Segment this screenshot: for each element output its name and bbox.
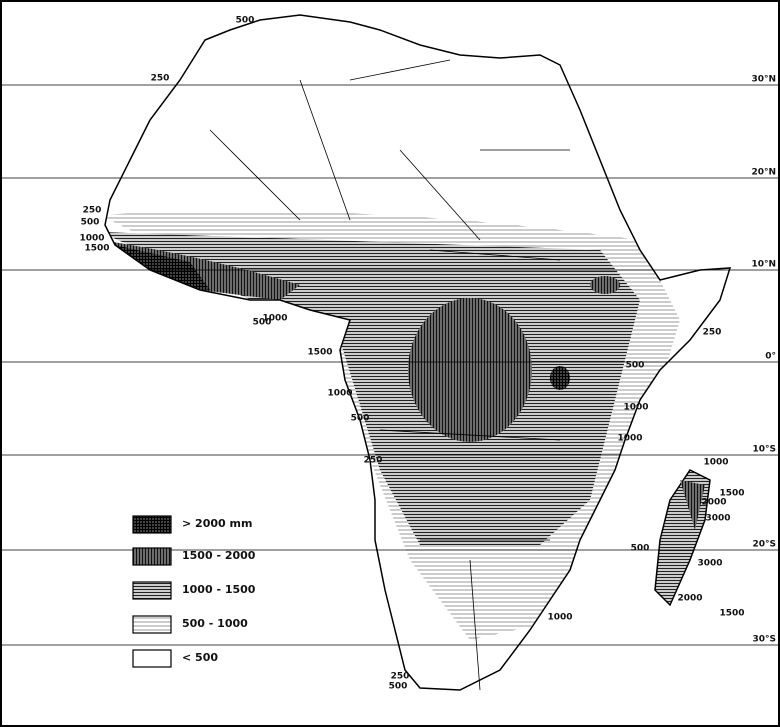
- contour-label: 1000: [617, 434, 642, 444]
- legend-label: > 2000 mm: [182, 517, 252, 530]
- contour-label: 500: [626, 361, 645, 371]
- legend-label: 1000 - 1500: [182, 583, 256, 596]
- contour-label: 1000: [623, 403, 648, 413]
- contour-label: 2000: [701, 498, 726, 508]
- legend-swatch: [132, 615, 172, 634]
- contour-label: 500: [631, 544, 650, 554]
- legend-label: < 500: [182, 651, 218, 664]
- contour-label: 1500: [719, 609, 744, 619]
- legend: > 2000 mm 1500 - 2000 1000 - 1500 500 - 100…: [132, 515, 256, 668]
- latitude-label: 30°S: [752, 635, 776, 645]
- contour-label: 1000: [79, 234, 104, 244]
- latitude-label: 20°S: [752, 540, 776, 550]
- contour-label: 1000: [703, 458, 728, 468]
- contour-label: 500: [236, 16, 255, 26]
- legend-swatch: [132, 649, 172, 668]
- legend-swatch: [132, 581, 172, 600]
- contour-label: 250: [83, 206, 102, 216]
- contour-label: 250: [703, 328, 722, 338]
- contour-label: 1500: [719, 489, 744, 499]
- latitude-lines: 30°N 20°N 10°N 0° 10°S 20°S 30°S: [0, 75, 780, 646]
- contour-label: 250: [151, 74, 170, 84]
- latitude-label: 20°N: [751, 168, 776, 178]
- latitude-label: 10°S: [752, 445, 776, 455]
- legend-swatch: [132, 515, 172, 534]
- contour-label: 500: [351, 414, 370, 424]
- contour-label: 1000: [327, 389, 352, 399]
- contour-labels: 5002502505001000150050010001500100050025…: [79, 16, 744, 692]
- contour-label: 3000: [705, 514, 730, 524]
- legend-label: 1500 - 2000: [182, 549, 256, 562]
- contour-label: 1500: [84, 244, 109, 254]
- borders: [209, 59, 570, 691]
- contour-label: 500: [253, 318, 272, 328]
- contour-label: 500: [81, 218, 100, 228]
- legend-swatch: [132, 547, 172, 566]
- contour-label: 500: [389, 682, 408, 692]
- contour-label: 1500: [307, 348, 332, 358]
- contour-label: 2000: [677, 594, 702, 604]
- contour-label: 250: [364, 456, 383, 466]
- legend-label: 500 - 1000: [182, 617, 248, 630]
- rainfall-zones: [105, 210, 680, 640]
- contour-label: 1000: [262, 314, 287, 324]
- contour-label: 1000: [547, 613, 572, 623]
- madagascar-wet: [680, 480, 705, 530]
- latitude-label: 0°: [765, 352, 776, 362]
- contour-label: 3000: [697, 559, 722, 569]
- latitude-label: 30°N: [751, 75, 776, 85]
- latitude-label: 10°N: [751, 260, 776, 270]
- contour-label: 250: [391, 672, 410, 682]
